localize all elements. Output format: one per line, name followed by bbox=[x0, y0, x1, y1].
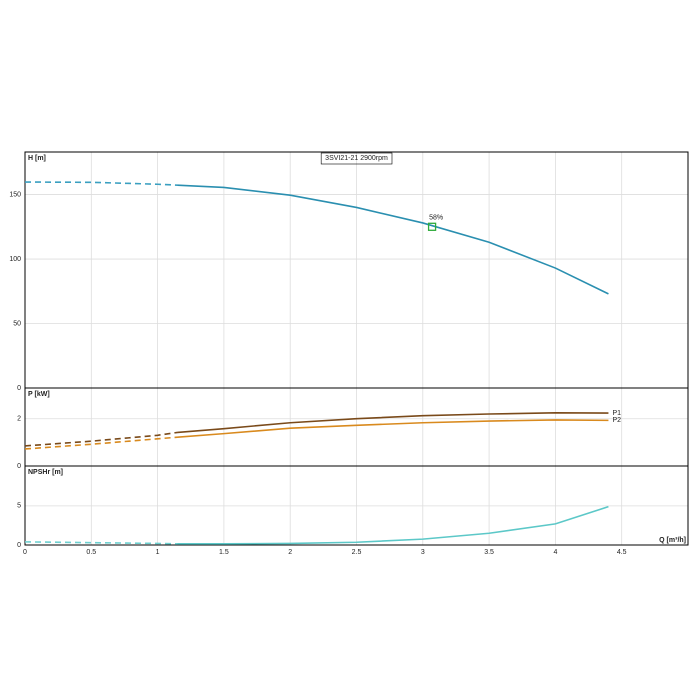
x-tick-label: 4 bbox=[553, 549, 557, 556]
title-box bbox=[320, 152, 393, 165]
x-tick-label: 0 bbox=[23, 549, 27, 556]
curve bbox=[24, 431, 178, 447]
x-tick-label: 1 bbox=[156, 549, 160, 556]
annotation: 58% bbox=[429, 215, 443, 222]
x-tick-label: 1.5 bbox=[219, 549, 229, 556]
x-tick-label: 0.5 bbox=[86, 549, 96, 556]
curve bbox=[177, 412, 609, 434]
y-axis-label: H [m] bbox=[28, 155, 46, 162]
x-tick-label: 2.5 bbox=[352, 549, 362, 556]
curve bbox=[177, 505, 609, 545]
y-tick-label: 0 bbox=[17, 542, 21, 549]
y-axis-label: P [kW] bbox=[28, 391, 50, 398]
x-tick-label: 3.5 bbox=[484, 549, 494, 556]
curve bbox=[177, 184, 609, 295]
x-tick-label: 3 bbox=[421, 549, 425, 556]
y-tick-label: 0 bbox=[17, 463, 21, 470]
series-label: P2 bbox=[612, 417, 621, 424]
x-axis-label: Q [m³/h] bbox=[659, 537, 686, 544]
y-axis-label: NPSHr [m] bbox=[28, 469, 63, 476]
plot-frame bbox=[24, 465, 689, 546]
efficiency-marker bbox=[427, 222, 437, 231]
curve bbox=[24, 436, 178, 450]
y-tick-label: 5 bbox=[17, 503, 21, 510]
y-tick-label: 2 bbox=[17, 416, 21, 423]
x-tick-label: 2 bbox=[288, 549, 292, 556]
curve bbox=[177, 419, 609, 438]
series-label: P1 bbox=[612, 410, 621, 417]
curve bbox=[24, 541, 178, 545]
y-tick-label: 100 bbox=[9, 256, 21, 263]
chart-title: 3SVI21-21 2900rpm bbox=[325, 155, 388, 162]
curve bbox=[24, 181, 178, 186]
x-tick-label: 4.5 bbox=[617, 549, 627, 556]
y-tick-label: 150 bbox=[9, 191, 21, 198]
y-tick-label: 50 bbox=[13, 320, 21, 327]
y-tick-label: 0 bbox=[17, 385, 21, 392]
